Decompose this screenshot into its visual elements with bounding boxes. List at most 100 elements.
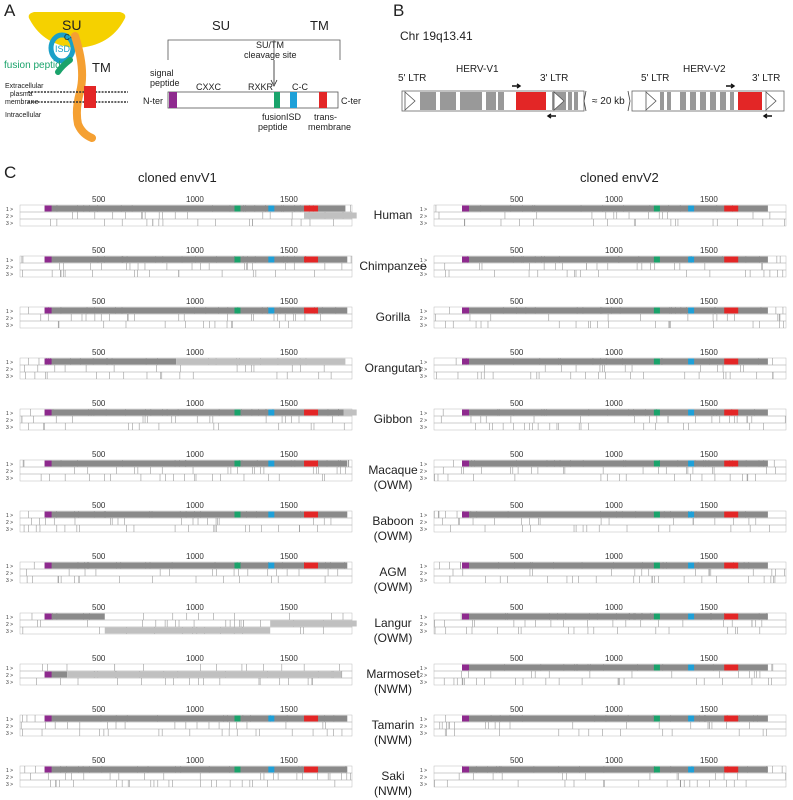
envv1-frame-label: 2 > (6, 469, 13, 475)
envv1-tick-label: 500 (92, 348, 106, 357)
envv1-orf-block (44, 307, 348, 314)
envv1-frame-label: 1 > (6, 309, 13, 315)
envv2-signal-marker (462, 766, 469, 773)
envv2-map: 5001000150020001 >2 >3 > (420, 195, 787, 227)
envv1-tm-marker (304, 256, 319, 263)
envv1-orf-block (104, 627, 271, 634)
envv2-isd-marker (688, 613, 695, 620)
chromosome-label: Chr 19q13.41 (400, 29, 473, 43)
envv1-fusion-marker (234, 460, 241, 467)
envv1-tick-label: 1500 (280, 348, 298, 357)
envv1-signal-marker (44, 409, 52, 416)
linear-fusion-label-1: fusion (262, 112, 286, 122)
su-label: SU (62, 17, 81, 33)
envv2-map: 5001000150020001 >2 >3 > (420, 756, 787, 788)
panel-a: A SU ISD C-C TM fusion peptide Extracell… (4, 1, 361, 142)
envv2-tick-label: 500 (510, 705, 524, 714)
signal-peptide-label-2: peptide (150, 78, 180, 88)
species-label: AGM (379, 565, 406, 579)
envv2-map: 5001000150020001 >2 >3 > (420, 348, 787, 380)
isd-loop-shape (48, 32, 76, 64)
envv1-frame-track (19, 320, 353, 329)
envv2-signal-marker (462, 664, 469, 671)
envv2-frame-label: 3 > (420, 272, 427, 278)
envv2-tick-label: 500 (510, 756, 524, 765)
species-label: Chimpanzee (359, 259, 427, 273)
cter-label: C-ter (341, 96, 361, 106)
envv1-frame-label: 3 > (6, 476, 13, 482)
envv1-frame-label: 3 > (6, 374, 13, 380)
envv1-signal-marker (44, 766, 52, 773)
envv2-frame-label: 2 > (420, 571, 427, 577)
envv1-frame-label: 3 > (6, 272, 13, 278)
envv1-frame-label: 2 > (6, 367, 13, 373)
envv2-frame-label: 1 > (420, 360, 427, 366)
envv1-orf-block (304, 212, 357, 219)
envv1-orf-block (270, 620, 357, 627)
envv2-fusion-marker (653, 205, 660, 212)
envv2-tick-label: 1500 (700, 705, 718, 714)
gap-bracket-left (583, 90, 587, 112)
envv1-frame-track (19, 779, 353, 788)
v1-forward-primer (512, 83, 522, 89)
envv2-isd-marker (688, 766, 695, 773)
species-label: Marmoset (366, 667, 420, 681)
v2-orf-block (690, 92, 696, 110)
transmembrane-label-1: trans- (314, 112, 337, 122)
envv2-tick-label: 1000 (605, 297, 623, 306)
envv1-fusion-marker (234, 715, 241, 722)
envv1-tm-marker (304, 205, 319, 212)
envv1-fusion-marker (234, 766, 241, 773)
envv2-isd-marker (688, 664, 695, 671)
envv2-fusion-marker (653, 664, 660, 671)
envv1-frame-label: 1 > (6, 360, 13, 366)
envv2-fusion-marker (653, 766, 660, 773)
envv2-frame-label: 3 > (420, 680, 427, 686)
envv1-map: 500 1000 1500 1 >2 >3 > (6, 552, 353, 584)
envv2-frame-label: 3 > (420, 629, 427, 635)
envv1-frame-track (19, 313, 353, 322)
envv2-frame-label: 2 > (420, 622, 427, 628)
envv1-tm-marker (304, 562, 319, 569)
envv1-frame-label: 3 > (6, 578, 13, 584)
envv1-signal-marker (44, 562, 52, 569)
envv2-frame-label: 1 > (420, 258, 427, 264)
linear-fusion-label-2: peptide (258, 122, 288, 132)
v2-3ltr-triangle (765, 91, 777, 111)
envv2-tick-label: 500 (510, 348, 524, 357)
envv1-map: 500 1000 1500 1 >2 >3 > (6, 705, 353, 737)
linear-transmembrane (319, 92, 327, 108)
envv2-frame-track (433, 728, 787, 737)
env-protein-bar (167, 91, 339, 109)
envv2-tick-label: 500 (510, 603, 524, 612)
envv2-frame-label: 1 > (420, 411, 427, 417)
envv1-tm-marker (304, 460, 319, 467)
envv1-fusion-marker (234, 562, 241, 569)
envv2-isd-marker (688, 511, 695, 518)
envv1-frame-track (19, 364, 353, 373)
envv2-signal-marker (462, 460, 469, 467)
linear-isd (290, 92, 297, 108)
envv1-orf-block (67, 671, 342, 678)
envv2-frame-label: 1 > (420, 768, 427, 774)
envv1-frame-track (19, 568, 353, 577)
envv2-tick-label: 1000 (605, 603, 623, 612)
envv2-signal-marker (462, 409, 469, 416)
herv-v1-label: HERV-V1 (456, 64, 499, 75)
envv2-frame-label: 1 > (420, 615, 427, 621)
envv1-tick-label: 1500 (280, 603, 298, 612)
envv2-frame-track (433, 422, 787, 431)
envv1-orf-block (44, 409, 346, 416)
envv2-frame-label: 3 > (420, 323, 427, 329)
envv2-isd-marker (688, 460, 695, 467)
envv2-tick-label: 1000 (605, 654, 623, 663)
envv1-frame-label: 1 > (6, 564, 13, 570)
species-label: Human (374, 208, 413, 222)
envv1-frame-label: 3 > (6, 425, 13, 431)
envv1-tick-label: 1500 (280, 654, 298, 663)
envv2-frame-track (433, 313, 787, 322)
envv2-tick-label: 500 (510, 654, 524, 663)
envv2-isd-marker (688, 409, 695, 416)
envv2-tm-marker (724, 205, 739, 212)
envv1-signal-marker (44, 358, 52, 365)
